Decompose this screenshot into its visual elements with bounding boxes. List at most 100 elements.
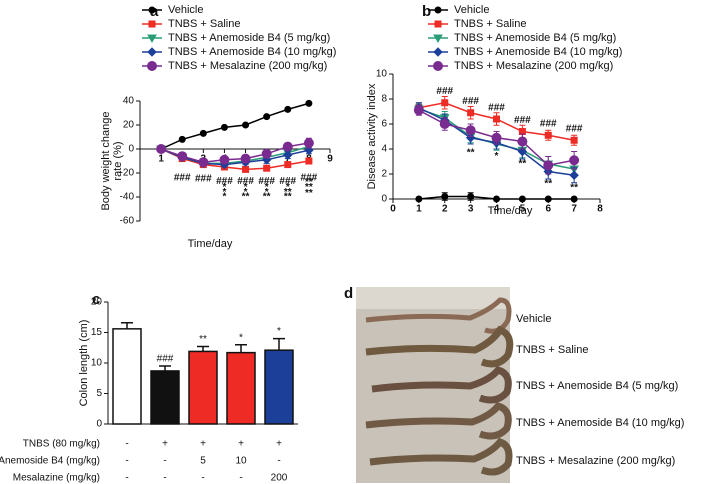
error-bar: [159, 365, 171, 371]
x-tick-label: 3: [468, 204, 474, 215]
marker: [147, 34, 157, 44]
marker: [434, 20, 442, 28]
marker: [242, 165, 250, 173]
marker: [441, 99, 449, 107]
table-row-label: TNBS (80 mg/kg): [23, 439, 100, 450]
significance-label: ###: [566, 124, 583, 135]
table-cell: -: [125, 473, 128, 484]
y-tick-label: 0: [96, 419, 102, 430]
legend-label: TNBS + Mesalazine (200 mg/kg): [168, 60, 327, 72]
legend-label: TNBS + Anemoside B4 (5 mg/kg): [168, 32, 330, 44]
significance-label: *: [244, 182, 248, 193]
x-tick-label: 2: [442, 204, 448, 215]
marker: [148, 6, 156, 14]
significance-label: **: [284, 187, 292, 198]
table-cell: +: [200, 439, 206, 450]
table-row-label: Anemoside B4 (mg/kg): [0, 456, 100, 467]
x-tick-label: 0: [390, 204, 396, 215]
significance-label: ###: [157, 354, 174, 365]
marker: [570, 195, 578, 203]
y-tick-label: 10: [91, 358, 103, 369]
significance-label: **: [544, 179, 552, 190]
error-bar: [197, 345, 209, 352]
significance-label: **: [570, 182, 578, 193]
significance-label: *: [222, 187, 226, 198]
colon-photo: [356, 287, 514, 483]
significance-label: *: [265, 182, 269, 193]
marker: [439, 119, 450, 129]
significance-label: ###: [279, 176, 296, 187]
photo-label: Vehicle: [516, 313, 551, 325]
marker: [242, 121, 250, 129]
x-axis-label: Time/day: [188, 238, 233, 250]
y-axis-label: rate (%): [112, 141, 124, 180]
significance-label: **: [242, 192, 250, 203]
marker: [570, 136, 578, 144]
x-tick-label: 4: [494, 204, 500, 215]
marker: [261, 148, 272, 159]
x-tick-label: 8: [597, 204, 603, 215]
marker: [263, 113, 271, 121]
x-tick-label: 1: [416, 204, 422, 215]
marker: [491, 132, 502, 143]
table-cell: 10: [235, 456, 247, 467]
y-axis-label: Body weight change: [100, 111, 112, 210]
legend-label: Vehicle: [454, 4, 489, 16]
marker: [433, 47, 443, 57]
y-tick-label: 20: [91, 297, 103, 308]
marker: [569, 155, 580, 166]
marker: [148, 20, 156, 28]
marker: [220, 123, 228, 131]
legend-label: TNBS + Anemoside B4 (5 mg/kg): [454, 32, 616, 44]
table-cell: -: [239, 473, 242, 484]
table-cell: -: [163, 456, 166, 467]
table-row-label: Mesalazine (mg/kg): [13, 473, 100, 484]
significance-label: *: [222, 182, 226, 193]
error-bar: [273, 337, 285, 351]
significance-label: ###: [237, 176, 254, 187]
bar: [264, 349, 294, 425]
legend-label: TNBS + Saline: [168, 18, 240, 30]
marker: [156, 144, 167, 154]
y-tick-label: 15: [91, 327, 103, 338]
panel-letter: d: [344, 285, 353, 302]
panel-letter: b: [422, 3, 431, 20]
marker: [467, 193, 475, 200]
marker: [263, 164, 271, 172]
legend-label: TNBS + Mesalazine (200 mg/kg): [454, 60, 613, 72]
marker: [282, 141, 293, 152]
legend-label: TNBS + Saline: [454, 18, 526, 30]
significance-label: **: [305, 177, 313, 188]
y-axis-label: Disease activity index: [366, 83, 378, 189]
y-tick-label: -20: [120, 168, 135, 179]
legend-label: TNBS + Anemoside B4 (10 mg/kg): [168, 46, 336, 58]
marker: [544, 195, 552, 203]
y-axis-label: Colon length (cm): [78, 320, 90, 407]
x-axis-label: Time/day: [488, 205, 533, 217]
significance-label: **: [305, 188, 313, 199]
error-bar: [121, 321, 133, 329]
y-tick-label: 0: [381, 194, 387, 205]
significance-label: *: [277, 326, 281, 337]
x-tick-label: 5: [520, 204, 526, 215]
significance-label: ###: [540, 119, 557, 130]
marker: [493, 115, 500, 123]
significance-label: ###: [174, 172, 191, 183]
marker: [413, 105, 424, 116]
marker: [199, 129, 207, 137]
bar: [150, 370, 180, 425]
marker: [544, 131, 552, 139]
table-cell: -: [125, 439, 128, 450]
y-tick-label: 40: [123, 96, 135, 107]
significance-label: ###: [216, 176, 233, 187]
y-tick-label: 5: [96, 388, 102, 399]
significance-label: ###: [462, 96, 479, 107]
marker: [303, 138, 314, 148]
marker: [493, 195, 500, 203]
marker: [434, 6, 442, 14]
significance-label: **: [263, 192, 271, 203]
y-tick-label: 20: [123, 120, 135, 131]
y-tick-label: 8: [381, 94, 387, 105]
table-cell: 200: [271, 473, 288, 484]
